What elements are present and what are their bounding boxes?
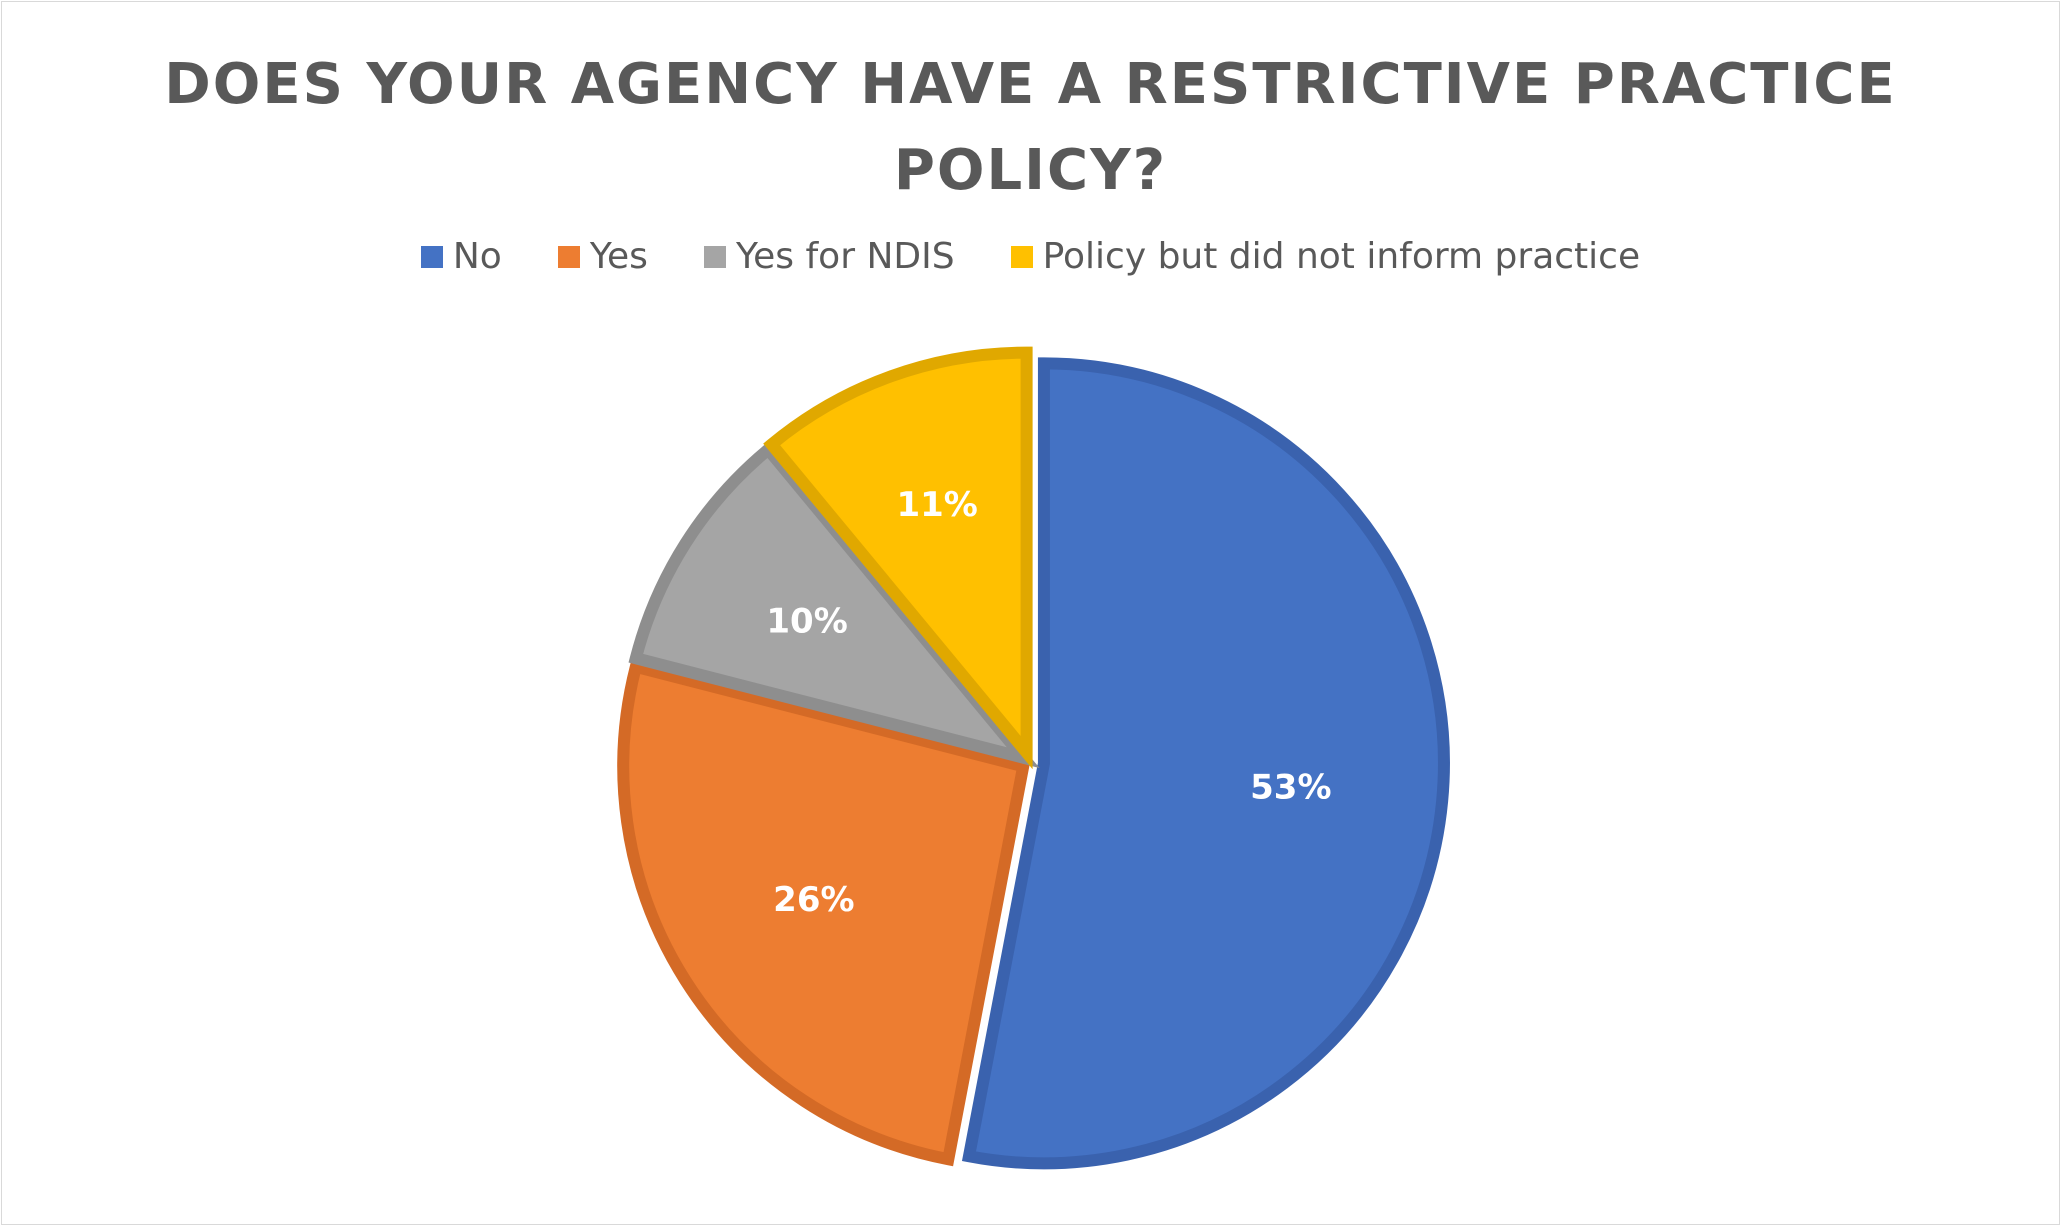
legend-item-policy-not-inform: Policy but did not inform practice: [1010, 236, 1641, 277]
legend-swatch-policy-not-inform: [1010, 245, 1033, 268]
data-label-no: 53%: [1250, 768, 1331, 808]
chart-title: DOES YOUR AGENCY HAVE A RESTRICTIVE PRAC…: [0, 42, 2061, 214]
data-label-yes: 26%: [773, 880, 854, 920]
pie-slice-no: [961, 357, 1450, 1170]
legend-item-yes: Yes: [557, 236, 648, 277]
legend-swatch-no: [420, 245, 443, 268]
legend-label-yes-for-ndis: Yes for NDIS: [735, 236, 955, 277]
legend-item-yes-for-ndis: Yes for NDIS: [703, 236, 955, 277]
data-label-policy-not-inform: 11%: [896, 485, 977, 525]
legend-label-policy-not-inform: Policy but did not inform practice: [1042, 236, 1641, 277]
legend-label-no: No: [452, 236, 502, 277]
legend-swatch-yes: [557, 245, 580, 268]
legend-item-no: No: [420, 236, 502, 277]
pie-slice-policy-not-inform: [763, 346, 1033, 770]
pie-slice-yes: [617, 659, 1031, 1167]
pie-slice-yes-for-ndis: [628, 441, 1040, 769]
chart-legend: No Yes Yes for NDIS Policy but did not i…: [0, 236, 2061, 277]
chart-title-line-2: POLICY?: [893, 138, 1168, 203]
legend-swatch-yes-for-ndis: [703, 245, 726, 268]
chart-title-line-1: DOES YOUR AGENCY HAVE A RESTRICTIVE PRAC…: [164, 52, 1897, 117]
legend-label-yes: Yes: [589, 236, 648, 277]
data-label-yes-for-ndis: 10%: [766, 602, 847, 642]
